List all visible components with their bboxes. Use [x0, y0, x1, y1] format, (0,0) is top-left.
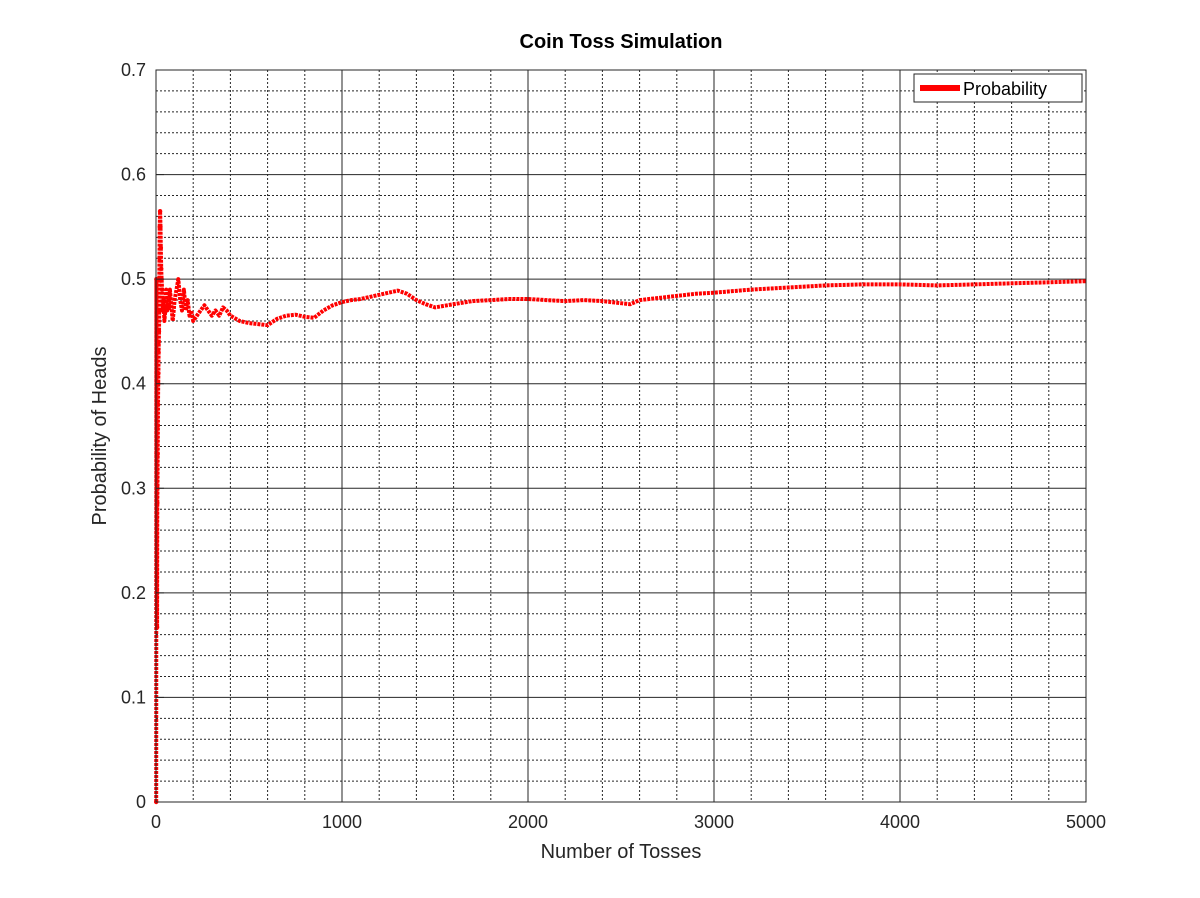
- data-point: [155, 402, 161, 407]
- plot-frame: [155, 69, 1087, 803]
- y-tick-label: 0.4: [121, 374, 146, 394]
- series-layer: [153, 208, 1087, 805]
- data-point: [155, 451, 160, 456]
- data-point: [159, 287, 165, 292]
- x-tick-label: 5000: [1066, 812, 1106, 832]
- y-tick-label: 0.2: [121, 583, 146, 603]
- x-tick-label: 1000: [322, 812, 362, 832]
- data-point: [158, 245, 164, 250]
- series-line-probability: [154, 209, 1087, 803]
- legend: Probability: [913, 73, 1083, 103]
- data-point: [157, 256, 162, 261]
- y-tick-label: 0.3: [121, 478, 146, 498]
- x-tick-label: 3000: [694, 812, 734, 832]
- data-point: [159, 266, 164, 271]
- data-point: [155, 423, 161, 428]
- data-point: [156, 329, 162, 334]
- data-point: [156, 350, 161, 355]
- legend-entry-probability: Probability: [963, 79, 1047, 99]
- y-tick-label: 0.5: [121, 269, 146, 289]
- data-point: [156, 339, 161, 345]
- data-point: [157, 208, 163, 214]
- y-tick-label: 0.7: [121, 60, 146, 80]
- grid-layer: [156, 70, 1086, 802]
- tick-layer: 0 1000 2000 3000 4000 5000 0 0.1 0.2 0.3 0.4 0.5 0.6…: [121, 60, 1106, 832]
- x-axis-label: Number of Tosses: [541, 841, 702, 863]
- x-tick-label: 4000: [880, 812, 920, 832]
- data-point: [154, 538, 159, 543]
- data-point: [158, 224, 163, 230]
- data-point: [156, 308, 162, 313]
- data-point: [156, 371, 161, 376]
- y-tick-label: 0.1: [121, 687, 146, 707]
- chart-title: Coin Toss Simulation: [520, 31, 723, 53]
- y-tick-label: 0.6: [121, 165, 146, 185]
- data-point: [161, 297, 166, 303]
- y-axis-label: Probability of Heads: [89, 347, 111, 526]
- data-point: [160, 308, 165, 313]
- x-tick-label: 2000: [508, 812, 548, 832]
- y-tick-label: 0: [136, 792, 146, 812]
- x-tick-label: 0: [151, 812, 161, 832]
